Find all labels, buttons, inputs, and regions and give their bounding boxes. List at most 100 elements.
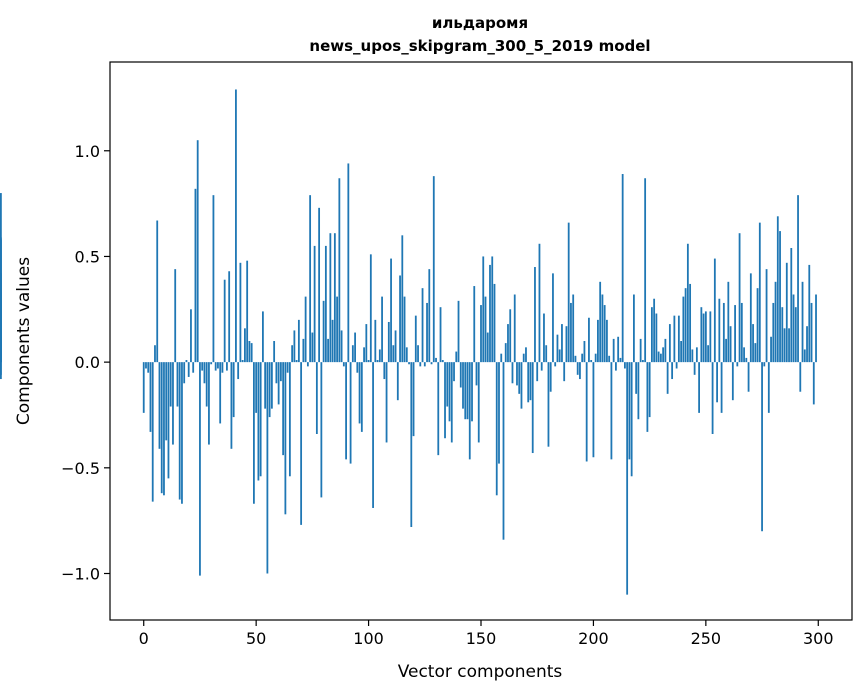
bar — [291, 345, 294, 363]
bar — [223, 279, 226, 363]
bar — [412, 362, 415, 437]
bar — [543, 313, 545, 363]
bar — [178, 362, 181, 500]
bar — [172, 362, 174, 445]
bar — [158, 362, 161, 449]
bar — [383, 362, 386, 380]
bar — [414, 315, 417, 363]
bar — [761, 362, 763, 532]
bar — [338, 178, 341, 363]
bar — [181, 362, 183, 504]
y-tick-label: 1.0 — [75, 142, 100, 161]
bar — [300, 362, 303, 525]
bar — [176, 362, 179, 407]
bar — [372, 362, 374, 508]
bar — [808, 264, 811, 363]
bar — [673, 315, 676, 363]
bar — [441, 360, 444, 363]
bar — [183, 362, 186, 384]
bar — [794, 307, 797, 363]
bar — [322, 300, 325, 363]
bar — [385, 362, 388, 443]
bar — [374, 319, 377, 363]
bar — [270, 362, 273, 409]
bar — [167, 362, 170, 479]
bar — [612, 338, 615, 363]
bar — [711, 362, 714, 434]
bar — [624, 362, 626, 369]
bar — [590, 360, 593, 363]
bar — [426, 302, 428, 363]
bar — [365, 324, 368, 363]
bar — [693, 362, 696, 375]
bar — [781, 307, 784, 363]
bar — [758, 222, 761, 363]
bar — [574, 355, 577, 363]
bar — [336, 296, 338, 363]
bar — [677, 315, 680, 363]
bar — [799, 362, 802, 392]
bar — [738, 233, 741, 363]
x-tick-label: 200 — [578, 629, 609, 648]
bar — [599, 281, 602, 363]
bar — [572, 294, 575, 363]
bar — [345, 362, 347, 460]
bar — [695, 347, 698, 363]
bar — [639, 338, 642, 363]
bar — [190, 309, 192, 363]
bar — [588, 317, 590, 363]
bar — [390, 258, 392, 363]
bar — [507, 324, 509, 363]
x-tick-label: 100 — [353, 629, 384, 648]
bar — [448, 362, 451, 422]
bar — [785, 262, 788, 363]
bar — [288, 362, 291, 477]
bar — [592, 362, 595, 458]
bar — [324, 245, 327, 363]
chart-subtitle: news_upos_skipgram_300_5_2019 model — [309, 37, 650, 55]
y-tick-label: −0.5 — [61, 459, 100, 478]
y-axis-label: Components values — [14, 257, 34, 425]
bar — [801, 281, 804, 363]
bar — [369, 254, 372, 363]
bar — [358, 362, 361, 424]
bar — [405, 347, 408, 363]
bar — [273, 341, 276, 363]
bar — [210, 362, 213, 365]
bar — [716, 362, 718, 403]
bar — [444, 362, 446, 439]
bar — [145, 362, 147, 369]
y-tick-label: −1.0 — [61, 565, 100, 584]
bar — [244, 328, 246, 363]
bar — [421, 288, 424, 363]
bar — [531, 362, 534, 454]
bar — [770, 336, 772, 363]
bar — [689, 283, 692, 363]
bar — [691, 349, 694, 363]
bar — [446, 362, 449, 407]
bar — [462, 362, 464, 409]
bar — [511, 362, 514, 384]
bar — [615, 362, 617, 371]
bar — [655, 313, 658, 363]
bar — [549, 362, 552, 392]
bar — [538, 243, 541, 363]
bar — [214, 362, 217, 371]
bar — [363, 347, 365, 363]
y-tick-label: 0.0 — [75, 353, 100, 372]
bar — [266, 362, 269, 574]
bar — [675, 362, 678, 369]
bar — [606, 319, 608, 363]
bar — [594, 353, 597, 363]
bar — [435, 357, 437, 363]
bar — [756, 288, 759, 363]
bar — [279, 362, 282, 382]
y-axis-ticks: −1.0 −0.5 0.0 0.5 1.0 — [61, 142, 110, 584]
bar — [217, 362, 219, 369]
bar — [790, 248, 793, 363]
bar — [342, 362, 345, 367]
bar — [797, 195, 799, 363]
bar — [608, 355, 611, 363]
